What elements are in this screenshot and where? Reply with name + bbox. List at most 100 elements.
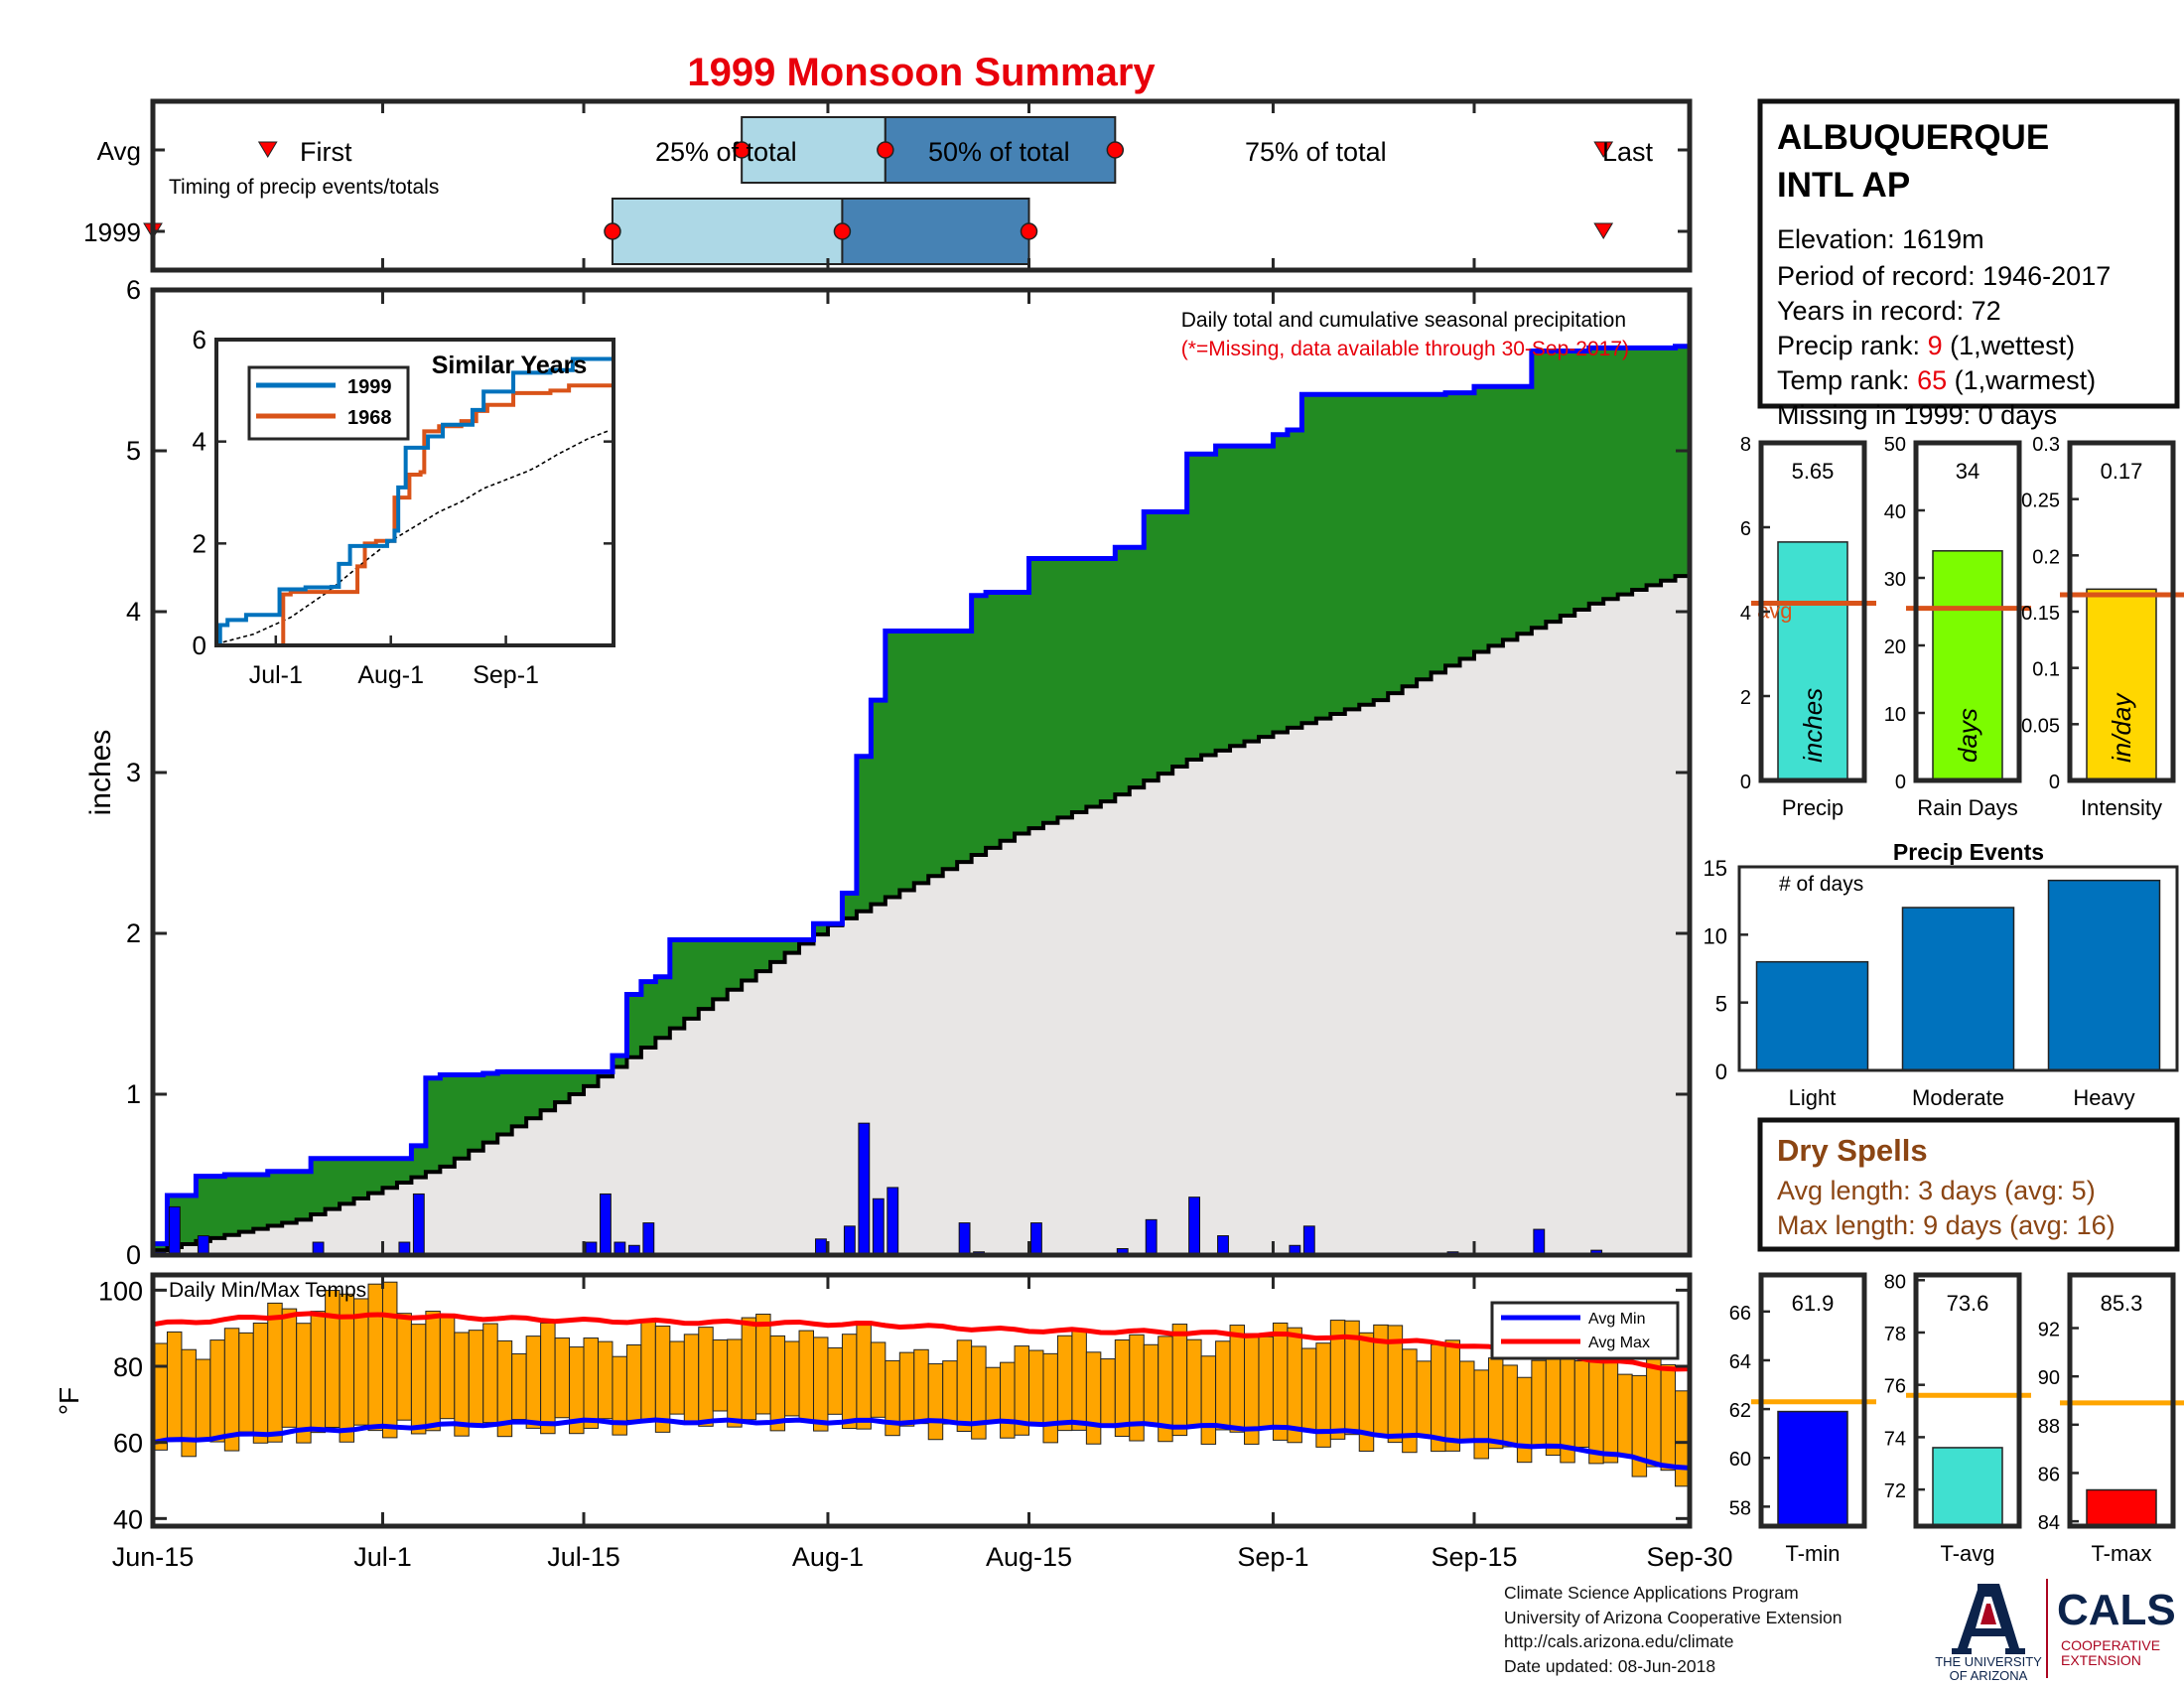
daily-temp-bar bbox=[683, 1334, 700, 1426]
daily-temp-bar bbox=[166, 1331, 183, 1443]
daily-temp-bar bbox=[1258, 1336, 1274, 1429]
ua-line1: THE UNIVERSITY bbox=[1935, 1654, 2042, 1669]
station-name-line1: ALBUQUERQUE bbox=[1777, 118, 2049, 157]
footer-line3[interactable]: http://cals.arizona.edu/climate bbox=[1504, 1631, 1734, 1651]
daily-temp-bar bbox=[1085, 1351, 1102, 1445]
temp-stats-value-label: 85.3 bbox=[2101, 1291, 2143, 1316]
daily-precip-bar bbox=[1302, 1225, 1315, 1256]
inset-ytick-label: 6 bbox=[193, 325, 206, 354]
precip-stats-ytick-label: 10 bbox=[1884, 704, 1906, 726]
timing-avg-last-triangle bbox=[1593, 141, 1614, 158]
daily-temp-bar bbox=[1100, 1358, 1116, 1428]
temp-stats-value-label: 73.6 bbox=[1947, 1291, 1989, 1316]
temp-stats-category-label: T-max bbox=[2091, 1541, 2151, 1566]
daily-temp-bar bbox=[1502, 1364, 1518, 1448]
daily-temp-bar bbox=[482, 1323, 498, 1424]
precip-stats-ytick-label: 50 bbox=[1884, 434, 1906, 456]
precip-stats-ytick-label: 0.3 bbox=[2032, 434, 2060, 456]
timing-avg-first-triangle bbox=[257, 141, 278, 158]
inset-title: Similar Years bbox=[432, 352, 588, 379]
daily-temp-bar bbox=[425, 1311, 441, 1432]
station-precip-rank: Precip rank: 9 (1,wettest) bbox=[1777, 331, 2075, 360]
daily-temp-bar bbox=[325, 1290, 341, 1428]
daily-temp-bar bbox=[1300, 1347, 1317, 1430]
daily-temp-bar bbox=[1272, 1322, 1289, 1441]
timing-year-label: 1999 bbox=[83, 217, 141, 247]
daily-temp-bar bbox=[1000, 1361, 1016, 1439]
daily-temp-bar bbox=[396, 1313, 412, 1421]
cumulative-precip-chart: 0 1 2 3 4 5 6 inches Daily total and cumulativ… bbox=[84, 275, 1693, 1270]
temp-stats-ytick-label: 64 bbox=[1729, 1351, 1751, 1373]
daily-temp-bar bbox=[1531, 1359, 1547, 1448]
inset-ytick-label: 4 bbox=[193, 427, 206, 457]
daily-temp-bar bbox=[439, 1317, 456, 1420]
temp-ytick-label: 80 bbox=[113, 1352, 143, 1382]
daily-temp-bar bbox=[296, 1323, 312, 1444]
daily-temp-bar bbox=[1444, 1339, 1461, 1452]
main-ytick-label: 3 bbox=[126, 758, 141, 787]
precip-stats-unit-label: inches bbox=[1798, 688, 1828, 763]
precip-stats-bar-rain-days bbox=[1932, 550, 2003, 781]
daily-temp-bar bbox=[798, 1330, 814, 1422]
main-ytick-label: 0 bbox=[126, 1240, 141, 1270]
daily-temp-bar bbox=[583, 1337, 599, 1429]
event-bar-moderate bbox=[1901, 907, 2015, 1071]
precip-stats-category-label: Rain Days bbox=[1917, 795, 2017, 820]
temp-ytick-label: 100 bbox=[98, 1276, 143, 1306]
inset-xtick-label: Sep-1 bbox=[473, 661, 539, 689]
temps-legend: Avg Min Avg Max bbox=[1490, 1301, 1680, 1360]
daily-temp-bar bbox=[870, 1341, 887, 1418]
daily-temp-bar bbox=[898, 1351, 915, 1427]
precip-stats-ytick-label: 20 bbox=[1884, 636, 1906, 658]
daily-temp-bar bbox=[1186, 1338, 1202, 1428]
cals-line1: COOPERATIVE bbox=[2061, 1637, 2160, 1653]
main-ytick-label: 5 bbox=[126, 436, 141, 466]
footer-line4: Date updated: 08-Jun-2018 bbox=[1504, 1655, 1716, 1676]
temp-stats-ytick-label: 58 bbox=[1729, 1497, 1751, 1519]
precip-stats-ytick-label: 0.2 bbox=[2032, 546, 2060, 568]
temp-stats-ytick-label: 72 bbox=[1884, 1480, 1906, 1502]
daily-precip-bar bbox=[642, 1222, 655, 1256]
daily-temp-bar bbox=[525, 1336, 542, 1429]
daily-temp-bar bbox=[1042, 1352, 1058, 1444]
timing-year-q2-box bbox=[841, 198, 1030, 265]
station-period: Period of record: 1946-2017 bbox=[1777, 261, 2111, 291]
temp-stats-ytick-label: 84 bbox=[2038, 1512, 2060, 1534]
daily-temp-bar bbox=[267, 1302, 283, 1443]
inset-legend: 1999 1968 bbox=[247, 365, 410, 441]
events-ytick-label: 15 bbox=[1704, 856, 1727, 881]
inset-ytick-label: 2 bbox=[193, 528, 206, 558]
event-category-label: Heavy bbox=[2073, 1085, 2134, 1110]
dry-spells-max: Max length: 9 days (avg: 16) bbox=[1777, 1210, 2116, 1240]
temp-ytick-label: 60 bbox=[113, 1429, 143, 1459]
footer-line2: University of Arizona Cooperative Extens… bbox=[1504, 1607, 1843, 1627]
timing-avg-p25-marker bbox=[733, 141, 751, 159]
daily-temp-bar bbox=[640, 1321, 656, 1422]
xtick-label: Sep-1 bbox=[1237, 1542, 1308, 1572]
events-ytick-label: 10 bbox=[1704, 923, 1727, 948]
precip-stats-ytick-label: 30 bbox=[1884, 569, 1906, 591]
temp-stats-category-label: T-min bbox=[1786, 1541, 1841, 1566]
station-name-line2: INTL AP bbox=[1777, 166, 1910, 205]
xtick-label: Jul-1 bbox=[353, 1542, 412, 1572]
timing-last-label: Last bbox=[1602, 137, 1654, 167]
daily-precip-bar bbox=[1188, 1196, 1200, 1256]
daily-temp-bar bbox=[1171, 1324, 1188, 1437]
temp-stats-ytick-label: 62 bbox=[1729, 1400, 1751, 1422]
cumulative-average-line bbox=[153, 571, 1692, 1253]
daily-temp-bar bbox=[956, 1339, 973, 1432]
temp-stats-ytick-label: 78 bbox=[1884, 1324, 1906, 1345]
daily-precip-bar bbox=[843, 1225, 856, 1256]
daily-temp-bar bbox=[669, 1340, 685, 1415]
events-frame bbox=[1737, 865, 2179, 1072]
daily-precip-bar bbox=[872, 1197, 885, 1256]
precip-stats-ytick-label: 0.05 bbox=[2021, 715, 2060, 737]
timing-year-p75-marker bbox=[1020, 222, 1038, 240]
event-bar-heavy bbox=[2047, 879, 2161, 1071]
daily-temp-bar bbox=[1602, 1352, 1619, 1464]
cals-logo: CALS COOPERATIVE EXTENSION bbox=[2057, 1586, 2176, 1668]
temp-stats-ytick-label: 86 bbox=[2038, 1464, 2060, 1485]
daily-precip-bar bbox=[197, 1235, 209, 1256]
temps-ylabel: °F bbox=[54, 1387, 84, 1415]
temp-stats-bar-t-min bbox=[1777, 1410, 1848, 1527]
